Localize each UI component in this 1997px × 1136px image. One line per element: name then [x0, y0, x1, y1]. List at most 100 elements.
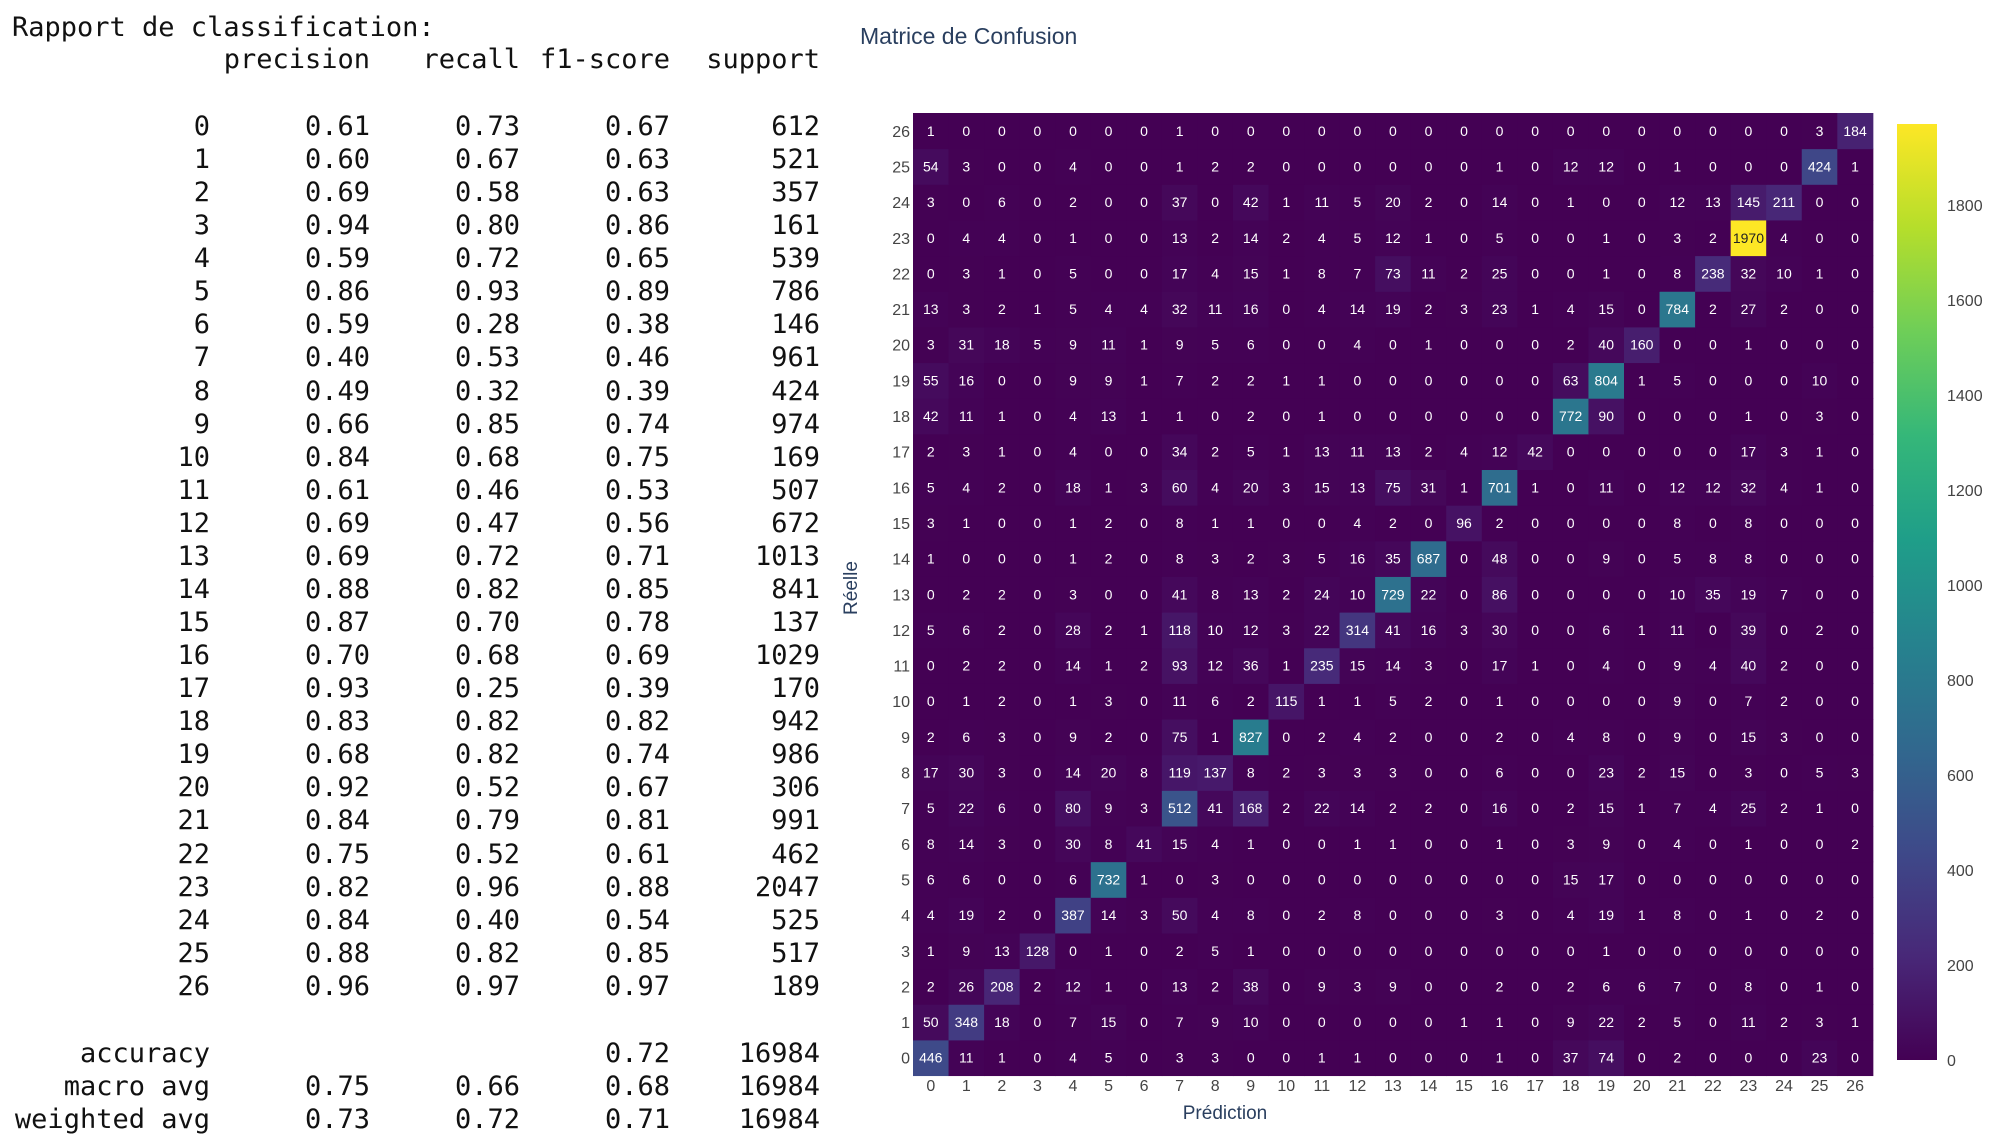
cell-value-label: 0 [1602, 123, 1610, 139]
heatmap-cell [1268, 255, 1305, 292]
cell-value-label: 4 [1567, 729, 1575, 745]
x-tick-label: 8 [1211, 1078, 1220, 1095]
heatmap-cell [1375, 113, 1412, 150]
report-cell-recall: 0.53 [454, 342, 520, 374]
y-tick-label: 20 [892, 338, 910, 355]
heatmap-cell [1624, 219, 1661, 257]
cell-value-label: 0 [1638, 301, 1646, 317]
cell-value-label: 0 [1780, 158, 1788, 174]
report-cell-class: 10 [177, 441, 210, 473]
cell-value-label: 687 [1417, 551, 1441, 567]
cell-value-label: 19 [1598, 907, 1614, 923]
heatmap-cell [1161, 861, 1198, 898]
heatmap-cell [1837, 362, 1874, 399]
heatmap-cell [1268, 932, 1305, 970]
heatmap-cell [1517, 540, 1554, 577]
cell-value-label: 2 [927, 729, 935, 745]
report-cell-class: 1 [193, 144, 210, 176]
cell-value-label: 1 [1353, 836, 1361, 852]
cell-value-label: 0 [1318, 123, 1326, 139]
heatmap-cell [1588, 148, 1625, 185]
cell-value-label: 512 [1168, 800, 1192, 816]
heatmap-cell [1837, 1004, 1874, 1041]
cell-value-label: 5 [1389, 693, 1397, 709]
cell-value-label: 0 [1780, 123, 1788, 139]
heatmap-cell [1801, 433, 1838, 470]
cell-value-label: 0 [1034, 765, 1042, 781]
heatmap-cell [1126, 932, 1163, 970]
heatmap-cell [1588, 612, 1625, 649]
cell-value-label: 2 [1105, 622, 1113, 638]
cell-value-label: 35 [1705, 586, 1721, 602]
cell-value-label: 1 [1069, 230, 1077, 246]
cell-value-label: 0 [1638, 729, 1646, 745]
cell-value-label: 0 [1851, 871, 1859, 887]
report-cell-recall: 0.82 [454, 937, 520, 969]
cell-value-label: 3 [1460, 301, 1468, 317]
heatmap-cell [1446, 219, 1483, 257]
cell-value-label: 11 [1208, 301, 1223, 317]
cell-value-label: 5 [1247, 444, 1255, 460]
cell-value-label: 12 [1492, 444, 1508, 460]
cell-value-label: 9 [1069, 337, 1077, 353]
cell-value-label: 0 [1638, 693, 1646, 709]
heatmap-cell [1126, 719, 1163, 756]
heatmap-cell [913, 826, 950, 863]
heatmap-cell [1410, 362, 1447, 399]
cell-value-label: 0 [1531, 551, 1539, 567]
cell-value-label: 3 [1105, 693, 1113, 709]
cell-value-label: 9 [1105, 800, 1113, 816]
heatmap-cell [1446, 1004, 1483, 1041]
report-cell-recall: 0.85 [454, 408, 520, 440]
cell-value-label: 0 [1780, 551, 1788, 567]
cell-value-label: 0 [1389, 372, 1397, 388]
heatmap-cell [1197, 255, 1234, 292]
heatmap-cell [1837, 184, 1874, 221]
cell-value-label: 7 [1353, 265, 1361, 281]
heatmap-cell [948, 576, 985, 613]
heatmap-cell [1339, 612, 1376, 649]
report-cell-f1-score: 0.69 [604, 640, 670, 672]
cell-value-label: 8 [1673, 515, 1681, 531]
cell-value-label: 0 [927, 693, 935, 709]
heatmap-cell [1410, 433, 1447, 470]
report-cell-class: 26 [177, 970, 210, 1002]
cell-value-label: 4 [1211, 265, 1219, 281]
heatmap-cell [1161, 219, 1198, 257]
heatmap-cell [1268, 612, 1305, 649]
cell-value-label: 3 [998, 729, 1006, 745]
cell-value-label: 5 [1673, 372, 1681, 388]
cell-value-label: 0 [1816, 230, 1824, 246]
heatmap-cell [1232, 255, 1269, 292]
cell-value-label: 2 [998, 658, 1006, 674]
heatmap-cell [1232, 469, 1269, 506]
cell-value-label: 15 [1314, 479, 1330, 495]
cell-value-label: 0 [1389, 907, 1397, 923]
heatmap-cell [1019, 754, 1056, 791]
cell-value-label: 19 [1385, 301, 1401, 317]
heatmap-cell [1588, 1039, 1625, 1077]
cell-value-label: 0 [1460, 729, 1468, 745]
heatmap-cell [1517, 469, 1554, 506]
cell-value-label: 0 [1460, 158, 1468, 174]
heatmap-cell [1588, 968, 1625, 1005]
cell-value-label: 0 [1745, 123, 1753, 139]
heatmap-cell [1304, 612, 1341, 649]
cell-value-label: 0 [1389, 943, 1397, 959]
cell-value-label: 2 [1460, 265, 1468, 281]
report-cell-f1-score: 0.56 [604, 507, 670, 539]
heatmap-cell [1375, 505, 1412, 542]
cell-value-label: 6 [962, 871, 970, 887]
cell-value-label: 0 [1496, 123, 1504, 139]
heatmap-cell [1375, 291, 1412, 328]
heatmap-cell [1766, 326, 1803, 364]
heatmap-cell [1161, 1004, 1198, 1041]
heatmap-cell [913, 540, 950, 577]
cell-value-label: 0 [1282, 337, 1290, 353]
cell-value-label: 2 [1567, 800, 1575, 816]
heatmap-cell [948, 790, 985, 827]
cell-value-label: 10 [1243, 1014, 1259, 1030]
cell-value-label: 13 [923, 301, 939, 317]
cell-value-label: 0 [1567, 658, 1575, 674]
heatmap-cell [1410, 754, 1447, 791]
